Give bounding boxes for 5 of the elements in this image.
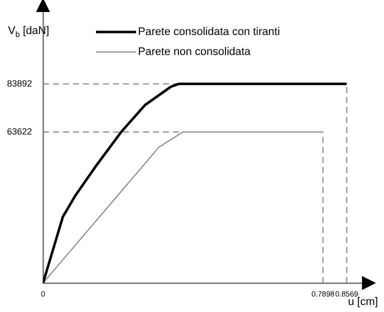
x-axis-title: u [cm] bbox=[348, 296, 378, 308]
y-tick-label: 83892 bbox=[6, 78, 32, 88]
legend-label: Parete consolidata con tiranti bbox=[138, 26, 280, 38]
legend-label: Parete non consolidata bbox=[138, 46, 252, 58]
y-tick-label: 63622 bbox=[6, 126, 32, 136]
